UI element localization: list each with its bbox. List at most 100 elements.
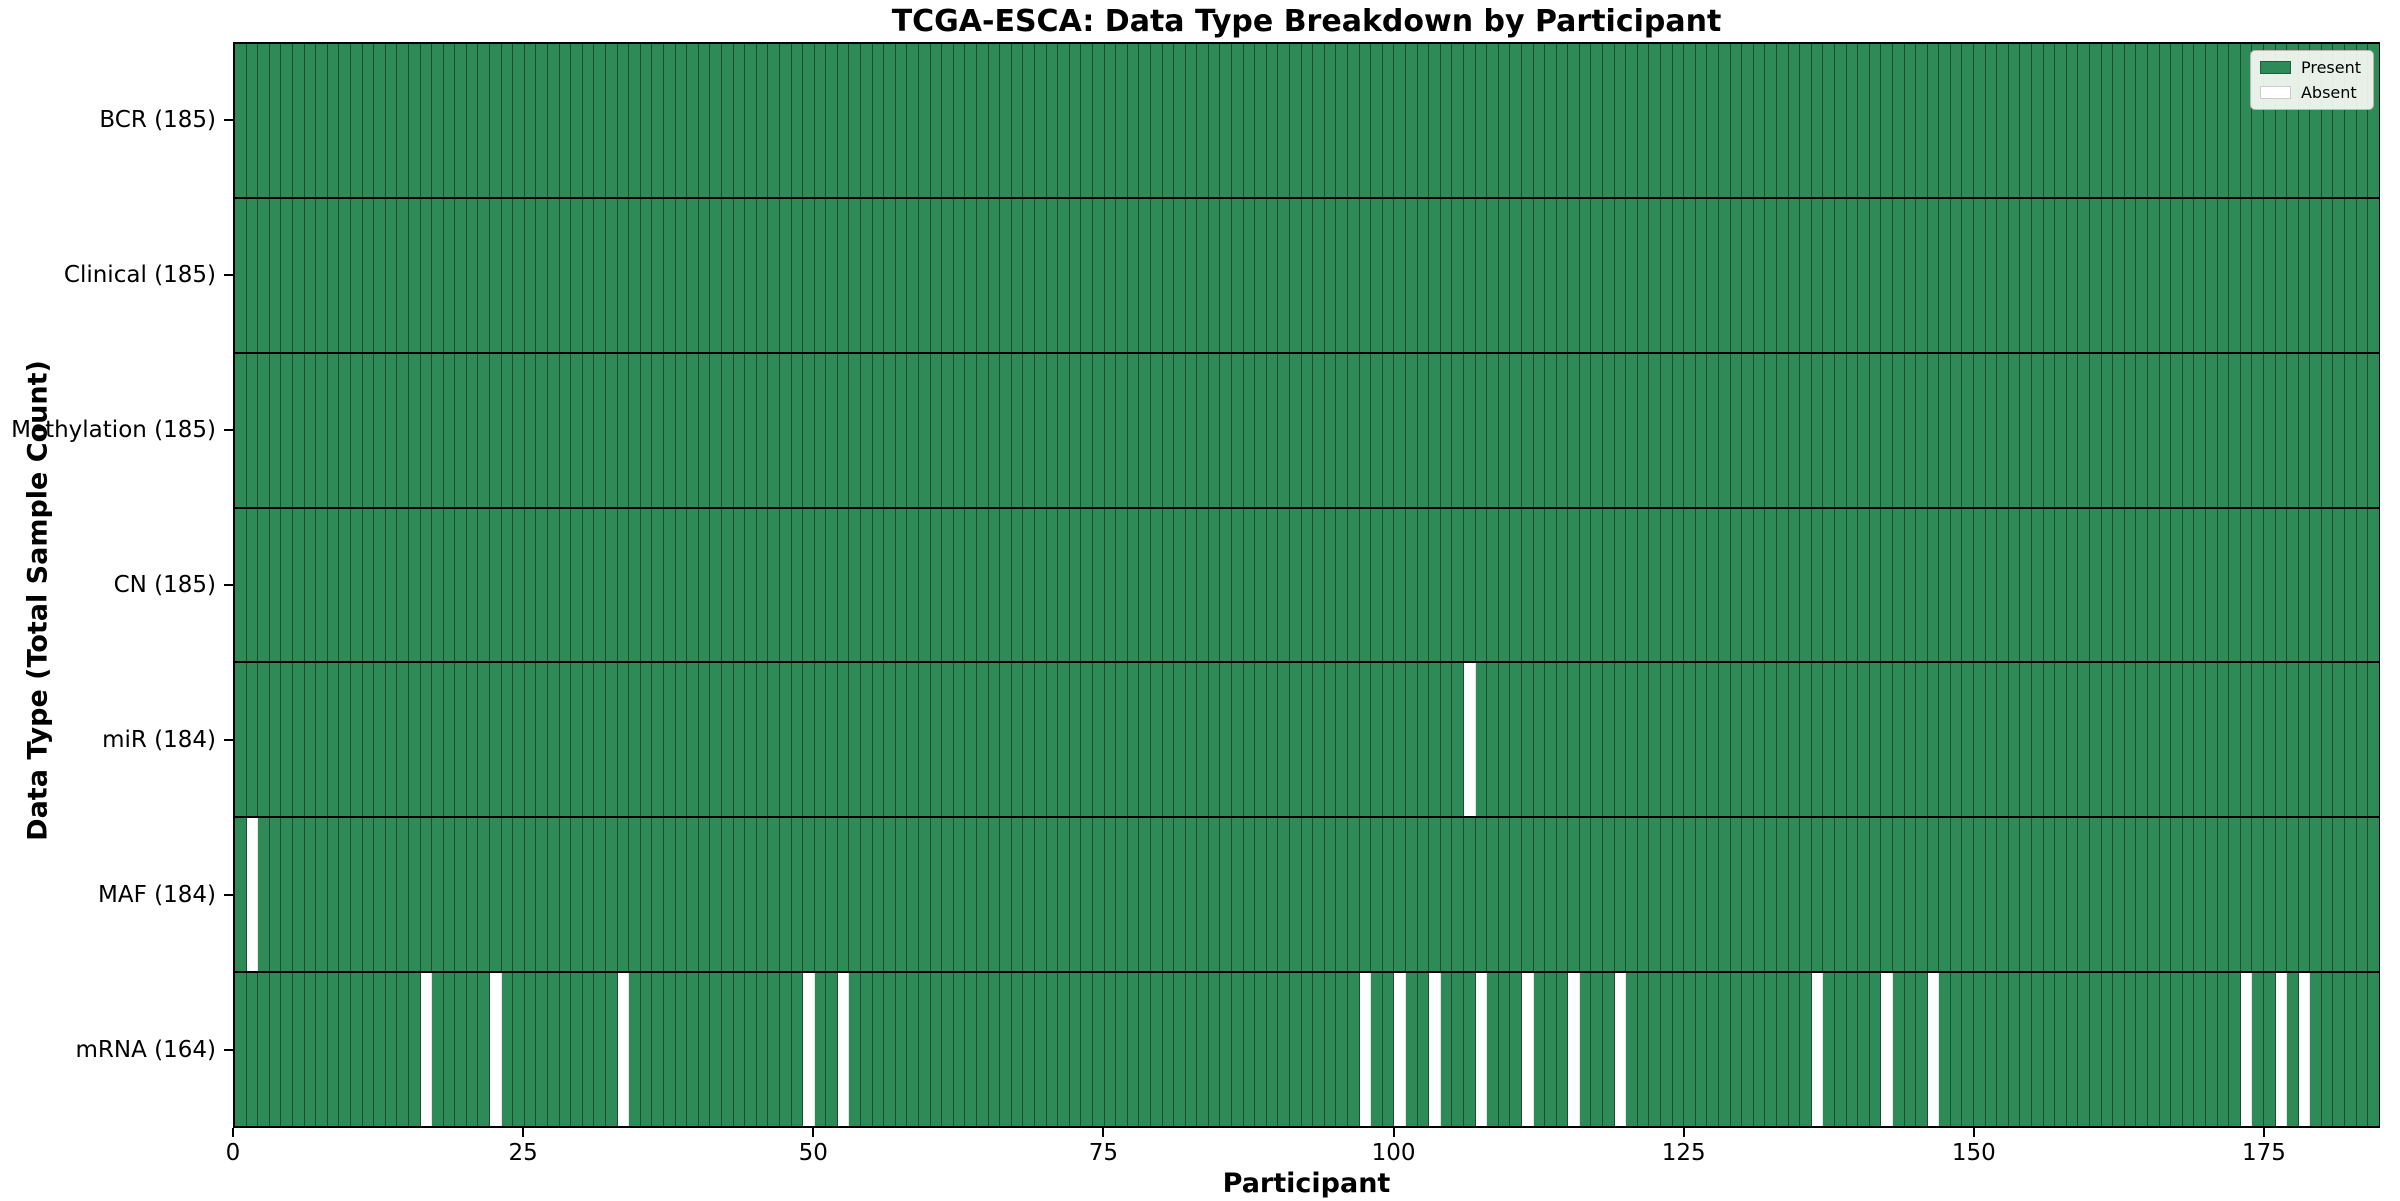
- cell-CN-p105-present: [1452, 508, 1464, 662]
- cell-Clinical-p159-present: [2078, 198, 2090, 352]
- cell-CN-p49-present: [803, 508, 815, 662]
- cell-MAF-p137-present: [1823, 818, 1835, 972]
- cell-MAF-p89-present: [1266, 818, 1279, 972]
- cell-CN-p6-present: [304, 508, 317, 662]
- cell-mRNA-p3-present: [269, 973, 282, 1127]
- cell-MAF-p46-present: [768, 818, 780, 972]
- cell-CN-p165-present: [2147, 508, 2160, 662]
- cell-Clinical-p91-present: [1290, 198, 1302, 352]
- cell-miR-p12-present: [374, 663, 386, 817]
- cell-Clinical-p21-present: [478, 198, 491, 352]
- cell-CN-p124-present: [1672, 508, 1685, 662]
- cell-BCR-p40-present: [698, 44, 711, 197]
- cell-CN-p28-present: [559, 508, 572, 662]
- cell-miR-p177-present: [2287, 663, 2299, 817]
- cell-BCR-p68-present: [1023, 44, 1035, 197]
- cell-mRNA-p97-absent: [1359, 973, 1372, 1127]
- legend-swatch-absent: [2259, 86, 2291, 99]
- cell-Clinical-p52-present: [837, 198, 850, 352]
- cell-BCR-p88-present: [1255, 44, 1267, 197]
- cell-Methylation-p80-present: [1162, 353, 1175, 507]
- cell-CN-p19-present: [455, 508, 467, 662]
- cell-CN-p108-present: [1487, 508, 1499, 662]
- cell-mRNA-p98-present: [1371, 973, 1383, 1127]
- cell-CN-p65-present: [988, 508, 1001, 662]
- cell-CN-p180-present: [2321, 508, 2334, 662]
- cell-mRNA-p147-present: [1939, 973, 1951, 1127]
- x-tick-label-25: 25: [508, 1140, 538, 1166]
- cell-BCR-p107-present: [1475, 44, 1488, 197]
- cell-Clinical-p92-present: [1301, 198, 1314, 352]
- legend-label-present: Present: [2300, 58, 2361, 77]
- cell-BCR-p8-present: [327, 44, 340, 197]
- cell-miR-p91-present: [1290, 663, 1302, 817]
- cell-mRNA-p113-present: [1545, 973, 1557, 1127]
- cell-mRNA-p62-present: [953, 973, 966, 1127]
- cell-miR-p64-present: [977, 663, 989, 817]
- cell-Methylation-p155-present: [2032, 353, 2044, 507]
- cell-MAF-p117-present: [1591, 818, 1604, 972]
- cell-Clinical-p85-present: [1220, 198, 1233, 352]
- cell-CN-p90-present: [1278, 508, 1291, 662]
- cell-Methylation-p103-present: [1429, 353, 1441, 507]
- cell-MAF-p150-present: [1974, 818, 1986, 972]
- cell-BCR-p55-present: [872, 44, 885, 197]
- cell-miR-p31-present: [594, 663, 606, 817]
- cell-mRNA-p20-present: [466, 973, 479, 1127]
- cell-mRNA-p165-present: [2147, 973, 2160, 1127]
- cell-BCR-p27-present: [548, 44, 560, 197]
- cell-BCR-p52-present: [837, 44, 850, 197]
- x-tick-label-75: 75: [1088, 1140, 1119, 1166]
- cell-mRNA-p95-present: [1336, 973, 1348, 1127]
- cell-BCR-p33-present: [617, 44, 630, 197]
- cell-BCR-p24-present: [513, 44, 525, 197]
- cell-miR-p184-present: [2368, 663, 2379, 817]
- cell-miR-p103-present: [1429, 663, 1441, 817]
- cell-BCR-p89-present: [1266, 44, 1279, 197]
- cell-BCR-p53-present: [849, 44, 862, 197]
- cell-Clinical-p109-present: [1498, 198, 1511, 352]
- cell-MAF-p41-present: [710, 818, 722, 972]
- cell-MAF-p124-present: [1672, 818, 1685, 972]
- cell-mRNA-p23-present: [501, 973, 514, 1127]
- cell-miR-p157-present: [2055, 663, 2067, 817]
- cell-mRNA-p142-absent: [1881, 973, 1893, 1127]
- cell-BCR-p32-present: [606, 44, 618, 197]
- cell-Clinical-p23-present: [501, 198, 514, 352]
- cell-miR-p110-present: [1510, 663, 1522, 817]
- cell-CN-p140-present: [1858, 508, 1870, 662]
- cell-BCR-p119-present: [1614, 44, 1627, 197]
- cell-Clinical-p17-present: [432, 198, 444, 352]
- cell-miR-p40-present: [698, 663, 711, 817]
- cell-Clinical-p115-present: [1568, 198, 1580, 352]
- cell-miR-p78-present: [1139, 663, 1151, 817]
- cell-CN-p99-present: [1382, 508, 1395, 662]
- cell-miR-p73-present: [1081, 663, 1093, 817]
- cell-Clinical-p120-present: [1626, 198, 1638, 352]
- cell-CN-p66-present: [1000, 508, 1012, 662]
- cell-CN-p122-present: [1649, 508, 1662, 662]
- cell-CN-p53-present: [849, 508, 862, 662]
- cell-BCR-p56-present: [884, 44, 896, 197]
- cell-Clinical-p57-present: [895, 198, 908, 352]
- cell-Clinical-p33-present: [617, 198, 630, 352]
- cell-CN-p70-present: [1046, 508, 1059, 662]
- cell-miR-p148-present: [1950, 663, 1963, 817]
- cell-MAF-p31-present: [594, 818, 606, 972]
- cell-Clinical-p106-present: [1463, 198, 1476, 352]
- cell-CN-p50-present: [814, 508, 827, 662]
- cell-Clinical-p181-present: [2333, 198, 2346, 352]
- x-tick-label-175: 175: [2241, 1140, 2286, 1166]
- cell-MAF-p136-present: [1811, 818, 1824, 972]
- cell-miR-p70-present: [1046, 663, 1059, 817]
- cell-CN-p45-present: [756, 508, 769, 662]
- cell-BCR-p114-present: [1556, 44, 1569, 197]
- cell-Methylation-p139-present: [1846, 353, 1859, 507]
- cell-miR-p75-present: [1104, 663, 1117, 817]
- cell-Clinical-p161-present: [2101, 198, 2114, 352]
- cell-miR-p172-present: [2229, 663, 2241, 817]
- cell-miR-p133-present: [1776, 663, 1789, 817]
- cell-BCR-p147-present: [1939, 44, 1951, 197]
- cell-MAF-p84-present: [1208, 818, 1221, 972]
- cell-mRNA-p145-present: [1916, 973, 1928, 1127]
